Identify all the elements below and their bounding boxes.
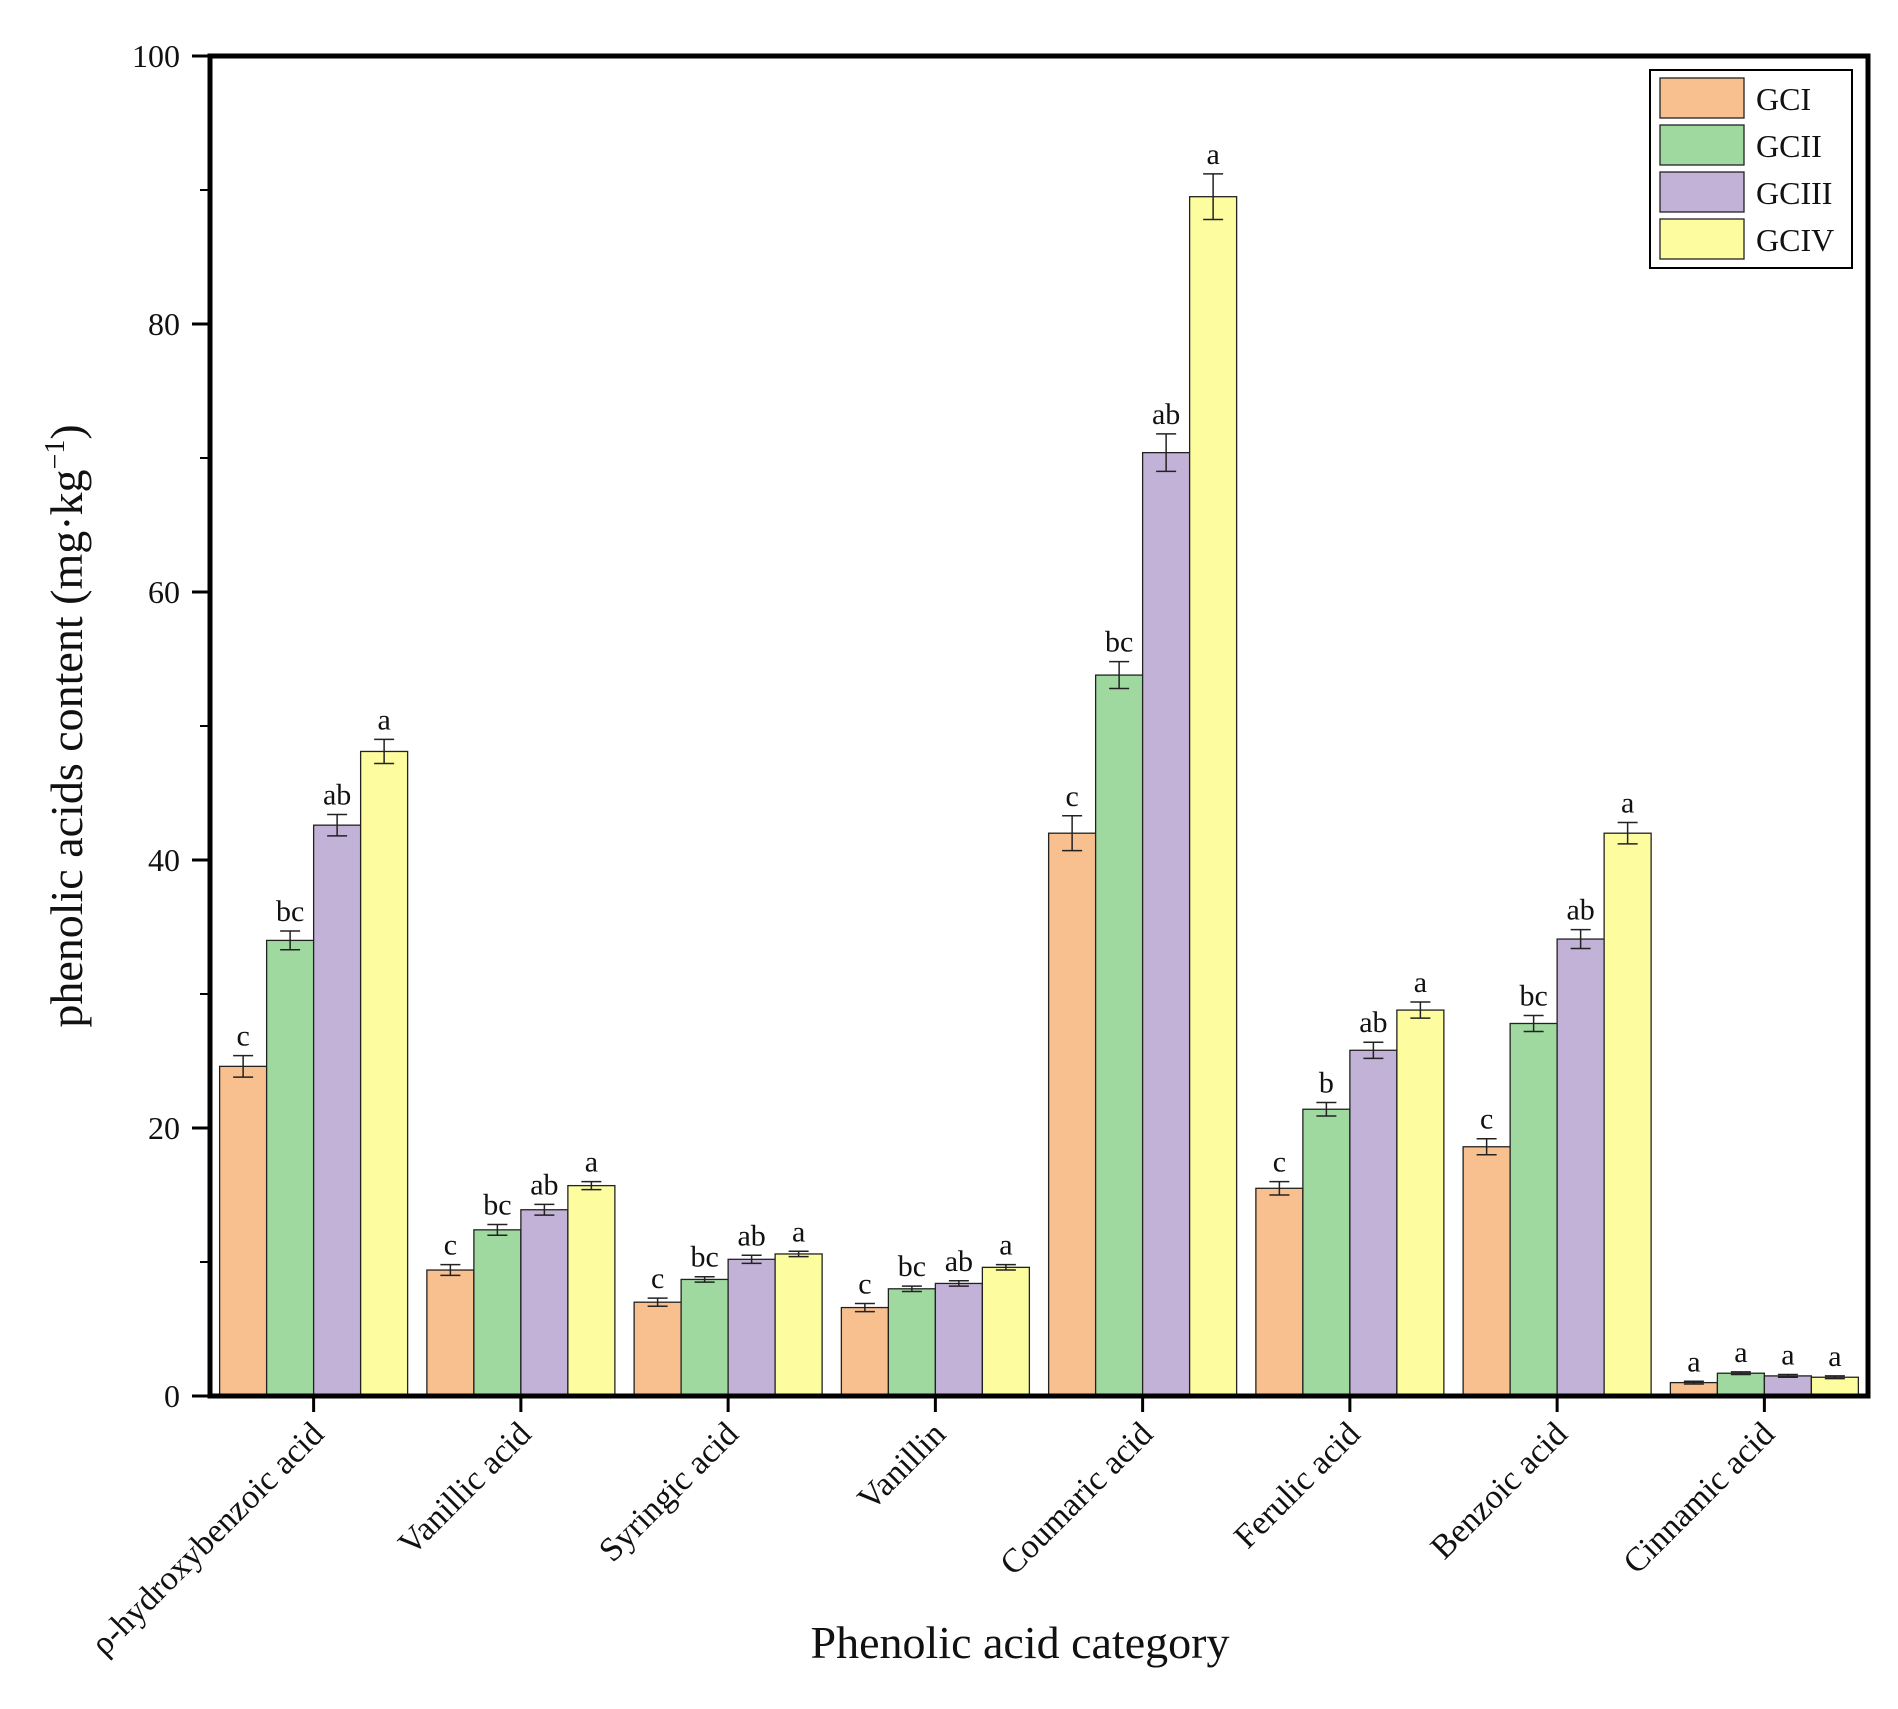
legend: GCI GCII GCIII GCIV <box>1649 69 1853 269</box>
legend-swatch-gcii <box>1659 124 1745 166</box>
bar-gcii-7 <box>1716 1372 1766 1397</box>
sig-label-gci-0: c <box>236 1020 249 1053</box>
sig-label-gci-2: c <box>651 1262 664 1295</box>
sig-label-gci-5: c <box>1273 1146 1286 1179</box>
legend-label-gci: GCI <box>1756 81 1811 117</box>
error-bars-layer <box>233 173 1845 1385</box>
x-tick-label-1: Vanillic acid <box>392 1415 539 1562</box>
bar-gciii-5 <box>1349 1049 1398 1397</box>
x-tick-label-7: Cinnamic acid <box>1616 1415 1782 1581</box>
sig-label-gcii-2: bc <box>690 1241 718 1274</box>
y-tick-label-0: 0 <box>164 1378 180 1414</box>
bar-gciv-1 <box>567 1184 616 1397</box>
x-tick-label-2: Syringic acid <box>592 1415 746 1569</box>
bar-gciv-4 <box>1188 196 1238 1397</box>
sig-label-gciii-0: ab <box>323 778 351 811</box>
sig-label-gciii-4: ab <box>1152 398 1180 431</box>
legend-swatch-gciii <box>1659 171 1745 213</box>
sig-label-gcii-0: bc <box>276 895 304 928</box>
bar-gciv-5 <box>1396 1009 1445 1397</box>
y-axis-title-superscript: −1 <box>40 440 71 470</box>
bar-gciii-3 <box>934 1282 984 1397</box>
sig-label-gciv-5: a <box>1414 966 1427 999</box>
y-tick-label-4: 80 <box>148 306 180 342</box>
x-axis-title: Phenolic acid category <box>811 1617 1230 1668</box>
bar-gcii-3 <box>887 1288 937 1397</box>
bar-gciii-7 <box>1763 1375 1813 1397</box>
bar-gciv-7 <box>1810 1376 1860 1397</box>
y-tick-label-5: 100 <box>132 38 180 74</box>
sig-label-gciv-1: a <box>585 1146 598 1179</box>
sig-label-gcii-3: bc <box>898 1250 926 1283</box>
sig-label-gciv-7: a <box>1828 1340 1841 1373</box>
x-tick-label-3: Vanillin <box>851 1415 953 1517</box>
sig-label-gciv-3: a <box>999 1229 1012 1262</box>
sig-label-gciii-1: ab <box>530 1168 558 1201</box>
bar-gcii-0 <box>265 939 315 1397</box>
bar-gcii-1 <box>473 1229 522 1397</box>
bar-gciii-2 <box>727 1258 776 1397</box>
x-tick-label-4: Coumaric acid <box>993 1415 1160 1582</box>
bar-gcii-6 <box>1509 1022 1558 1397</box>
sig-label-gciv-6: a <box>1621 786 1634 819</box>
bar-gciv-2 <box>774 1253 823 1397</box>
sig-label-gciii-6: ab <box>1566 894 1594 927</box>
sig-label-gcii-4: bc <box>1105 626 1133 659</box>
bar-gci-2 <box>633 1301 682 1397</box>
x-tick-label-5: Ferulic acid <box>1227 1415 1367 1555</box>
sig-label-gciii-2: ab <box>737 1219 765 1252</box>
bar-gci-5 <box>1255 1187 1304 1397</box>
bar-gci-6 <box>1462 1146 1511 1397</box>
legend-swatch-gciv <box>1659 218 1745 260</box>
bar-gcii-2 <box>680 1278 729 1397</box>
x-tick-label-6: Benzoic acid <box>1424 1415 1575 1566</box>
bar-gciii-6 <box>1556 938 1605 1397</box>
bar-gci-0 <box>218 1065 268 1397</box>
bar-gcii-5 <box>1302 1108 1351 1397</box>
y-tick-label-1: 20 <box>148 1110 180 1146</box>
y-axis: 0 20 40 60 80 100 <box>132 38 210 1414</box>
legend-swatch-gci <box>1659 77 1745 119</box>
sig-label-gci-4: c <box>1065 780 1078 813</box>
y-axis-title-main: phenolic acids content (mg·kg <box>41 469 92 1027</box>
bar-gciv-6 <box>1603 832 1652 1397</box>
bar-gci-1 <box>426 1269 475 1397</box>
sig-label-gciv-2: a <box>792 1215 805 1248</box>
sig-label-gci-1: c <box>444 1229 457 1262</box>
legend-label-gciii: GCIII <box>1756 175 1832 211</box>
sig-label-gci-3: c <box>858 1268 871 1301</box>
y-tick-label-3: 60 <box>148 574 180 610</box>
sig-label-gciv-0: a <box>377 703 390 736</box>
y-axis-title: phenolic acids content (mg·kg−1) <box>40 424 92 1027</box>
sig-label-gci-6: c <box>1480 1103 1493 1136</box>
bar-gciv-3 <box>981 1266 1031 1397</box>
bar-gci-4 <box>1047 832 1097 1397</box>
sig-label-gcii-6: bc <box>1519 979 1547 1012</box>
bars-layer <box>218 196 1860 1397</box>
sig-label-gciv-4: a <box>1206 138 1219 171</box>
sig-label-gcii-5: b <box>1319 1067 1334 1100</box>
x-tick-label-0: ρ-hydroxybenzoic acid <box>84 1415 331 1662</box>
sig-label-gcii-7: a <box>1734 1336 1747 1369</box>
bar-gciii-0 <box>312 824 362 1397</box>
bar-gciv-0 <box>359 750 409 1397</box>
sig-label-gcii-1: bc <box>483 1188 511 1221</box>
bar-gciii-1 <box>520 1209 569 1397</box>
y-tick-label-2: 40 <box>148 842 180 878</box>
bar-gcii-4 <box>1094 674 1144 1397</box>
sig-label-gciii-5: ab <box>1359 1006 1387 1039</box>
legend-label-gcii: GCII <box>1756 128 1822 164</box>
sig-label-gciii-7: a <box>1781 1339 1794 1372</box>
legend-items: GCI GCII GCIII GCIV <box>1659 77 1834 260</box>
bar-gciii-4 <box>1141 451 1191 1397</box>
bar-gci-3 <box>840 1306 890 1397</box>
sig-label-gci-7: a <box>1687 1345 1700 1378</box>
y-axis-title-close: ) <box>41 424 92 439</box>
legend-label-gciv: GCIV <box>1756 222 1834 258</box>
sig-label-gciii-3: ab <box>945 1245 973 1278</box>
